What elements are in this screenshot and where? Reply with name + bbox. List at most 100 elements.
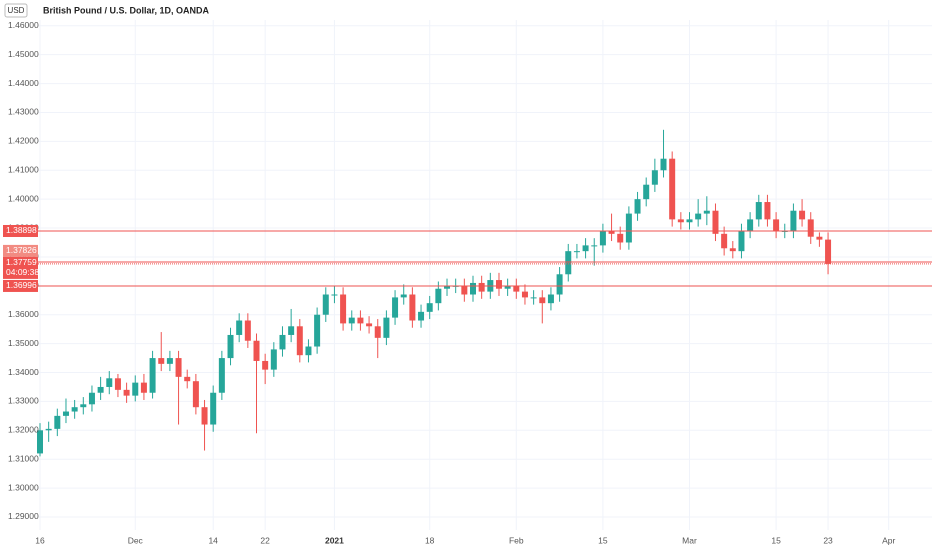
last-price-label-bg — [3, 256, 38, 279]
candle-body — [738, 230, 745, 252]
candle-body — [236, 320, 243, 335]
candle-body — [331, 294, 338, 296]
candle-body — [470, 282, 476, 295]
candle-body — [504, 285, 511, 289]
x-tick-label: Mar — [682, 535, 697, 545]
candle-body — [45, 428, 52, 431]
countdown: 04:09:38 — [6, 267, 39, 277]
candle-body — [296, 326, 303, 356]
candle-body — [314, 314, 321, 347]
x-tick-label: Feb — [509, 535, 524, 545]
x-tick-label: 22 — [260, 535, 270, 545]
candle-body — [97, 386, 104, 393]
candle-body — [114, 378, 121, 390]
y-tick-label: 1.31000 — [8, 453, 39, 463]
candle-body — [366, 323, 373, 327]
x-tick-label: Dec — [128, 535, 144, 545]
y-tick-label: 1.34000 — [8, 367, 39, 377]
candle-body — [106, 378, 113, 387]
candle-body — [669, 158, 676, 220]
y-tick-label: 1.45000 — [8, 49, 39, 59]
candle-body — [400, 294, 407, 298]
candle-body — [695, 213, 702, 220]
candle-body — [478, 282, 485, 292]
candle-body — [340, 294, 347, 324]
x-tick-label: 23 — [823, 535, 833, 545]
candle-body — [799, 210, 806, 220]
currency-badge — [4, 3, 28, 18]
price-line-label-bg — [3, 244, 38, 257]
candle-body — [444, 285, 451, 289]
candle-body — [218, 358, 225, 393]
x-tick-label: 15 — [771, 535, 781, 545]
x-tick-label: 15 — [598, 535, 608, 545]
candle-body — [392, 297, 399, 318]
x-tick-label: 2021 — [325, 535, 344, 545]
candle-body — [166, 358, 173, 364]
candle-body — [88, 392, 95, 405]
candle-body — [279, 334, 286, 350]
candle-body — [825, 239, 832, 264]
candle-body — [530, 297, 537, 299]
candle-body — [201, 407, 208, 425]
candle-body — [158, 358, 165, 364]
candle-body — [54, 415, 61, 429]
candle-body — [807, 219, 814, 237]
x-tick-label: 14 — [208, 535, 218, 545]
y-tick-label: 1.42000 — [8, 136, 39, 146]
candle-body — [565, 251, 572, 275]
candle-body — [816, 236, 823, 240]
candle-body — [651, 170, 658, 185]
candle-body — [547, 294, 554, 304]
labels: 1.29000 1.30000 1.31000 1.32000 1.33000 1.340… — [3, 20, 895, 545]
candle-body — [175, 358, 182, 377]
candle-body — [123, 389, 130, 396]
x-tick-label: 18 — [425, 535, 435, 545]
candle-body — [426, 303, 433, 312]
candle-body — [210, 392, 217, 425]
price-line-label: 1.38898 — [6, 225, 37, 235]
candle-body — [262, 360, 269, 370]
candle-body — [383, 317, 390, 338]
candle-body — [140, 382, 147, 393]
candle-body — [764, 202, 771, 220]
candle-body — [461, 285, 468, 295]
candle-body — [244, 320, 251, 341]
candle-body — [270, 349, 277, 370]
candle-body — [227, 334, 234, 359]
candle-body — [149, 358, 156, 393]
plot — [37, 129, 932, 457]
candle-body — [660, 158, 667, 171]
candle-body — [556, 274, 563, 295]
candle-body — [409, 294, 416, 321]
candle-body — [755, 202, 762, 220]
candle-body — [625, 213, 632, 243]
candle-body — [348, 317, 355, 324]
candle-body — [686, 219, 693, 223]
candle-body — [374, 326, 381, 338]
candle-body — [712, 210, 719, 234]
candle-body — [703, 210, 710, 214]
y-tick-label: 1.30000 — [8, 482, 39, 492]
price-line-label-bg — [3, 279, 38, 292]
candle-body — [608, 230, 615, 234]
candle-body — [643, 184, 650, 200]
candle-body — [729, 248, 736, 252]
candle-body — [539, 297, 546, 304]
candle-body — [591, 245, 598, 247]
candle-body — [617, 233, 624, 243]
candle-body — [71, 407, 78, 412]
candle-body — [80, 404, 87, 408]
y-tick-label: 1.32000 — [8, 425, 39, 435]
candle-body — [37, 430, 43, 454]
candle-body — [357, 317, 364, 324]
candle-body — [435, 288, 442, 304]
x-tick-label: 16 — [35, 535, 45, 545]
y-tick-label: 1.33000 — [8, 396, 39, 406]
currency: USD — [8, 6, 25, 15]
candle-body — [62, 411, 69, 416]
y-tick-label: 1.46000 — [8, 20, 39, 30]
candle-body — [573, 251, 580, 253]
candle-body — [288, 326, 295, 335]
